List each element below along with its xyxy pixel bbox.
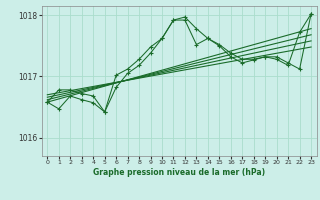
X-axis label: Graphe pression niveau de la mer (hPa): Graphe pression niveau de la mer (hPa) (93, 168, 265, 177)
